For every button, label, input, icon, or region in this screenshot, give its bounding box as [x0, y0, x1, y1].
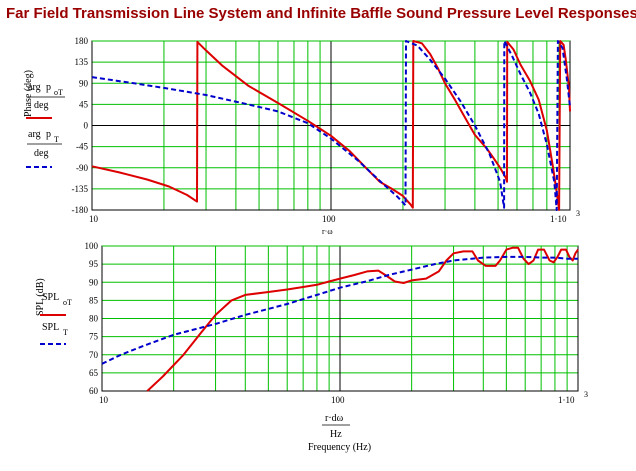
phase-legend-ib-den: deg [34, 148, 48, 159]
phase-legend-ib-arg: p [46, 129, 51, 140]
spl-ylabel: SPL (dB) [35, 278, 46, 316]
phase-xtick-exponent: 3 [576, 209, 580, 218]
spl-ytick-label: 95 [89, 259, 99, 269]
spl-legend-tl-sub: oT [63, 298, 72, 307]
phase-legend-tl-num: arg [28, 82, 41, 93]
phase-legend-tl-arg: p [46, 82, 51, 93]
phase-xtick-label: 1·10 [550, 214, 567, 224]
phase-legend-ib-sub: T [54, 135, 59, 144]
spl-ytick-label: 60 [89, 386, 99, 396]
spl-ytick-label: 65 [89, 368, 99, 378]
spl-ytick-label: 75 [89, 332, 99, 342]
phase-ytick-label: -45 [76, 142, 88, 152]
phase-legend: Phase (deg) arg p oT deg arg p T deg [23, 70, 65, 168]
spl-legend-tl-label: SPL [42, 292, 59, 303]
phase-ytick-label: -180 [72, 205, 89, 215]
phase-legend-ib-num: arg [28, 129, 41, 140]
phase-ytick-label: 90 [79, 78, 89, 88]
spl-legend-ib-label: SPL [42, 322, 59, 333]
phase-xtick-label: 10 [89, 214, 99, 224]
spl-ytick-label: 90 [89, 277, 99, 287]
spl-xtick-label: 10 [99, 395, 109, 405]
phase-xtick-label: 100 [322, 214, 336, 224]
phase-ytick-label: 0 [84, 121, 89, 131]
spl-xlabel-numerator: r·dω [325, 413, 344, 424]
spl-series-tl [146, 246, 579, 392]
spl-ytick-label: 100 [85, 241, 99, 251]
spl-xtick-label: 1·10 [558, 395, 575, 405]
chart-title: Far Field Transmission Line System and I… [6, 5, 636, 22]
phase-ytick-label: -135 [72, 184, 89, 194]
phase-ytick-label: 135 [75, 57, 89, 67]
spl-ytick-label: 80 [89, 314, 99, 324]
spl-ytick-label: 70 [89, 350, 99, 360]
spl-series-ib [101, 255, 578, 365]
spl-ytick-label: 85 [89, 295, 99, 305]
phase-xlabel-fragment: r·ω [322, 227, 333, 236]
phase-ytick-label: 45 [79, 99, 89, 109]
phase-legend-tl-sub: oT [54, 88, 63, 97]
phase-ylabel: Phase (deg) [23, 70, 34, 117]
spl-legend-ib-sub: T [63, 328, 68, 337]
phase-ytick-label: -90 [76, 163, 88, 173]
phase-ytick-label: 180 [75, 36, 89, 46]
spl-xtick-exponent: 3 [584, 390, 588, 399]
spl-xlabel: Frequency (Hz) [308, 442, 371, 453]
phase-legend-tl-den: deg [34, 100, 48, 111]
spl-xlabel-denominator: Hz [330, 429, 342, 440]
phase-series-ib [91, 40, 571, 211]
spl-legend: SPL (dB) SPL oT SPL T [35, 278, 72, 345]
spl-xtick-label: 100 [331, 395, 345, 405]
